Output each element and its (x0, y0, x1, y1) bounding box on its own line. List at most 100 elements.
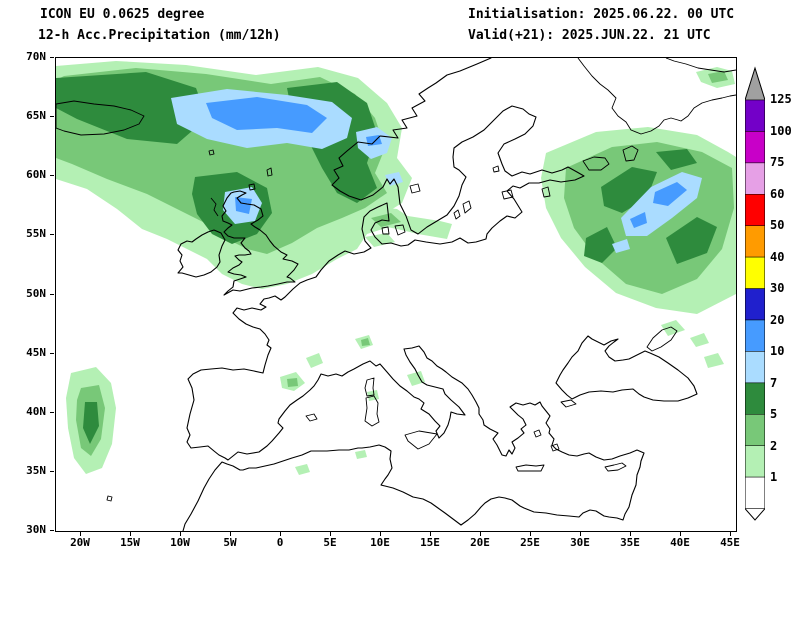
island-hebrides (210, 197, 219, 217)
header-init: Initialisation: 2025.06.22. 00 UTC (468, 7, 735, 22)
island-faroe (208, 149, 215, 156)
header-model: ICON EU 0.0625 degree (40, 7, 205, 22)
lon-label-10e: 10E (370, 536, 390, 549)
legend-cell-below (745, 508, 765, 521)
lon-label-0: 0 (276, 536, 284, 549)
lon-tick (330, 532, 331, 536)
lon-label-40e: 40E (670, 536, 690, 549)
legend-outline (745, 66, 765, 521)
legend-cell-100-125 (745, 99, 765, 132)
legend-value-2: 2 (770, 439, 778, 453)
lat-label-45n: 45N (26, 346, 46, 359)
coastline-iceland (56, 100, 145, 136)
lon-tick (380, 532, 381, 536)
island-madeira (106, 495, 113, 502)
lat-tick (50, 412, 54, 413)
island-zealand (394, 224, 406, 236)
lon-label-20w: 20W (70, 536, 90, 549)
island-oland (453, 209, 461, 220)
lon-tick (630, 532, 631, 536)
lon-label-20e: 20E (470, 536, 490, 549)
sea-marmara (560, 399, 577, 408)
legend-cell-1-2 (745, 445, 765, 478)
coastline-azov-sea (646, 326, 678, 352)
lon-tick (730, 532, 731, 536)
lake-vanern (409, 183, 421, 194)
legend-cell-7-10 (745, 351, 765, 384)
lat-label-30n: 30N (26, 523, 46, 536)
header-valid: Valid(+21): 2025.JUN.22. 21 UTC (468, 28, 711, 43)
legend-value-75: 75 (770, 155, 785, 169)
legend-cell-50-60 (745, 194, 765, 226)
legend-value-5: 5 (770, 407, 778, 421)
lon-tick (230, 532, 231, 536)
island-aegean-1 (533, 429, 542, 438)
legend-cell-60-75 (745, 162, 765, 195)
europe-map-svg (56, 58, 736, 531)
island-aland (492, 165, 500, 173)
legend-value-125: 125 (770, 92, 792, 106)
island-saaremaa (501, 189, 514, 200)
legend-cell-40-50 (745, 225, 765, 258)
island-corsica (364, 377, 375, 397)
legend-value-7: 7 (770, 376, 778, 390)
island-gotland (462, 200, 472, 214)
lake-ladoga (582, 156, 610, 171)
island-shetland (266, 167, 273, 177)
coastline-ireland (177, 229, 226, 278)
lon-tick (280, 532, 281, 536)
lat-tick (50, 175, 54, 176)
island-crete (515, 464, 545, 472)
legend-cell-5-7 (745, 382, 765, 415)
legend-colorbar (745, 66, 765, 521)
lon-tick (580, 532, 581, 536)
coastline-black-sea (555, 335, 698, 402)
lon-label-5e: 5E (323, 536, 337, 549)
lon-tick (180, 532, 181, 536)
island-sicily (404, 430, 438, 450)
lat-label-50n: 50N (26, 287, 46, 300)
legend-cell-over-125 (745, 67, 765, 101)
lon-tick (680, 532, 681, 536)
lat-label-40n: 40N (26, 405, 46, 418)
lat-tick (50, 471, 54, 472)
lon-tick (80, 532, 81, 536)
lon-label-45e: 45E (720, 536, 740, 549)
lake-onega (622, 145, 639, 162)
legend-value-1: 1 (770, 470, 778, 484)
legend-cell-2-5 (745, 414, 765, 446)
lat-tick (50, 116, 54, 117)
lat-tick (50, 294, 54, 295)
lon-label-25e: 25E (520, 536, 540, 549)
coastline-white-sea-south (577, 58, 736, 135)
legend-cell-30-40 (745, 256, 765, 289)
lon-label-15e: 15E (420, 536, 440, 549)
lat-tick (50, 353, 54, 354)
legend-value-10: 10 (770, 344, 785, 358)
lon-tick (430, 532, 431, 536)
lat-label-35n: 35N (26, 464, 46, 477)
lon-tick (480, 532, 481, 536)
legend-cell-75-100 (745, 131, 765, 164)
legend-cell-0-1 (745, 476, 765, 509)
lon-label-15w: 15W (120, 536, 140, 549)
legend-value-20: 20 (770, 313, 785, 327)
lat-label-55n: 55N (26, 227, 46, 240)
lon-label-5w: 5W (223, 536, 237, 549)
legend-cell-20-30 (745, 288, 765, 321)
lon-tick (530, 532, 531, 536)
island-orkney (248, 183, 256, 191)
legend-cell-10-20 (745, 319, 765, 352)
legend-value-100: 100 (770, 124, 792, 138)
lon-label-10w: 10W (170, 536, 190, 549)
legend-value-40: 40 (770, 250, 785, 264)
lon-tick (130, 532, 131, 536)
lon-label-35e: 35E (620, 536, 640, 549)
lat-label-70n: 70N (26, 50, 46, 63)
coastlines (56, 58, 736, 531)
legend-value-30: 30 (770, 281, 785, 295)
island-sardinia (364, 395, 380, 427)
lat-label-60n: 60N (26, 168, 46, 181)
lat-tick (50, 234, 54, 235)
